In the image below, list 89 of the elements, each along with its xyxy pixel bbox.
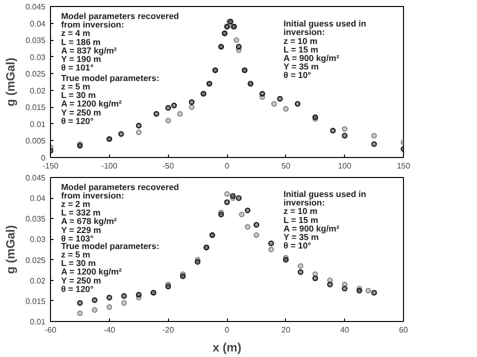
point: [188, 104, 195, 110]
point: [259, 90, 266, 97]
x-tick-label: 50: [281, 162, 291, 170]
point: [268, 246, 274, 252]
point: [365, 288, 372, 294]
point: [371, 141, 377, 147]
point: [342, 132, 348, 139]
point: [92, 307, 98, 313]
y-tick-label: 0.03: [30, 235, 46, 244]
x-tick-label: 40: [340, 326, 350, 334]
point: [136, 122, 142, 128]
point: [254, 222, 260, 228]
y-tick-label: 0.03: [30, 52, 46, 62]
point: [165, 104, 172, 111]
point: [236, 195, 242, 201]
y-tick-label: 0.02: [30, 86, 46, 96]
x-tick-label: 150: [396, 162, 411, 170]
annotation: Model parameters recovered from inversion: z = 4 m L = 186 m A = 837 kg/m² Y = 190 m θ = 101°: [61, 11, 179, 73]
point: [371, 290, 377, 296]
point: [234, 37, 240, 43]
y-tick-label: 0.015: [25, 296, 46, 306]
x-tick-label: -100: [101, 162, 118, 170]
point: [154, 111, 160, 117]
x-tick-label: -60: [44, 326, 57, 334]
x-tick-label: -20: [162, 326, 174, 334]
point: [121, 293, 127, 299]
y-tick-label: 0.04: [30, 194, 46, 204]
y-axis-title: g (mGal): [3, 58, 18, 106]
annotation: Model parameters recovered from inversion: z = 2 m L = 332 m A = 678 kg/m² Y = 229 m θ = 103°: [61, 182, 179, 244]
x-tick-label: 100: [338, 162, 352, 170]
point: [254, 232, 260, 238]
point: [342, 286, 348, 292]
point: [118, 131, 124, 137]
point: [330, 128, 336, 134]
y-tick-label: 0.025: [25, 256, 46, 265]
y-tick-label: 0.025: [25, 70, 46, 79]
x-tick-label: -150: [42, 162, 60, 170]
x-tick-label: 0: [224, 326, 230, 334]
y-tick-label: 0.015: [25, 103, 46, 112]
annotation: True model parameters: z = 5 m L = 30 m A = 1200 kg/m² Y = 250 m θ = 120°: [61, 240, 160, 294]
y-tick-label: 0.04: [30, 19, 46, 28]
x-tick-label: 0: [224, 162, 230, 170]
point: [92, 297, 98, 303]
point: [277, 96, 283, 102]
x-tick-label: 60: [399, 326, 408, 334]
y-tick-label: 0.02: [30, 276, 46, 286]
point: [244, 224, 250, 230]
point: [298, 269, 304, 275]
y-tick-label: 0.045: [25, 2, 46, 12]
point: [282, 106, 289, 112]
point: [106, 294, 112, 300]
point: [238, 212, 245, 218]
x-tick-label: -40: [104, 326, 116, 334]
annotation: Initial guess used in inversion: z = 10 m L = 15 m A = 900 kg/m² Y = 35 m θ = 10°: [283, 189, 366, 251]
point: [236, 44, 242, 50]
y-tick-label: 0.035: [25, 214, 46, 224]
point: [188, 99, 195, 105]
point: [77, 310, 83, 316]
point: [136, 129, 142, 136]
point: [165, 118, 172, 124]
point: [312, 275, 318, 282]
point: [224, 191, 230, 197]
point: [224, 199, 230, 206]
y-axis-title: g (mGal): [3, 225, 18, 274]
point: [177, 111, 183, 117]
x-tick-label: 20: [281, 326, 291, 334]
y-tick-label: 0.005: [25, 136, 46, 146]
x-tick-label: -50: [162, 162, 174, 170]
point: [268, 240, 274, 246]
point: [371, 132, 377, 139]
point: [106, 304, 112, 310]
y-tick-label: 0.035: [25, 36, 46, 46]
annotation: True model parameters: z = 5 m L = 30 m A = 1200 kg/m² Y = 250 m θ = 120°: [61, 72, 160, 126]
y-tick-label: 0.045: [25, 174, 46, 182]
point: [171, 102, 177, 108]
y-tick-label: 0.01: [30, 318, 46, 326]
point: [298, 263, 304, 269]
point: [342, 126, 348, 132]
point: [244, 208, 250, 214]
point: [271, 100, 277, 107]
y-tick-label: 0.01: [30, 120, 46, 129]
point: [327, 282, 333, 288]
x-axis-title: x (m): [212, 340, 242, 354]
point: [77, 300, 83, 306]
y-tick-label: 0: [41, 154, 46, 162]
point: [294, 100, 300, 107]
annotation: Initial guess used in inversion: z = 10 m L = 15 m A = 900 kg/m² Y = 35 m θ = 10°: [283, 18, 366, 80]
point: [136, 292, 142, 298]
point: [121, 300, 127, 306]
